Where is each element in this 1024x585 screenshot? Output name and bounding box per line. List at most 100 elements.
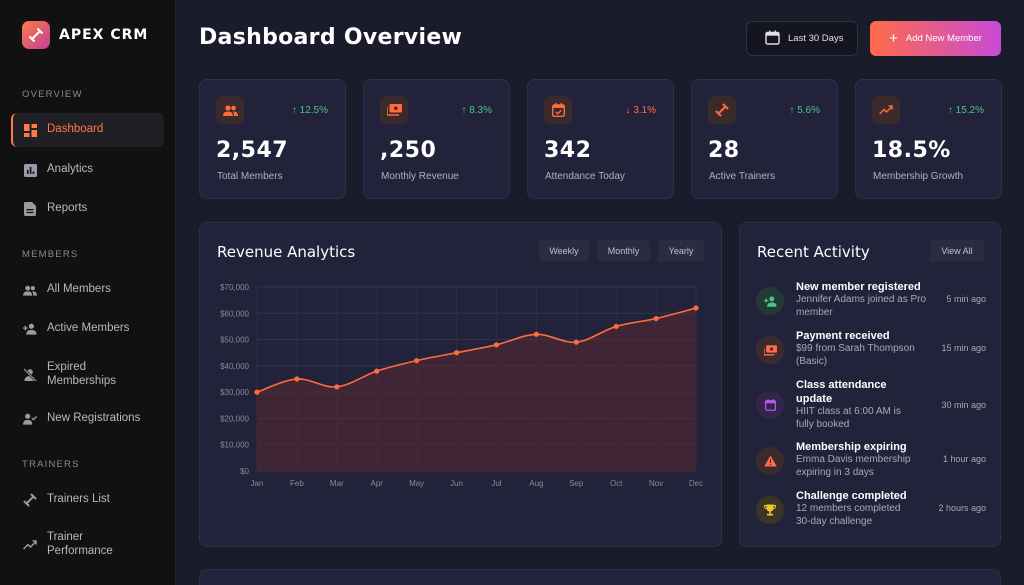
person-add-icon bbox=[23, 322, 37, 336]
x-tick-label: Mar bbox=[330, 479, 344, 488]
revenue-point bbox=[453, 350, 460, 356]
x-tick-label: Feb bbox=[290, 479, 304, 488]
add-member-button[interactable]: + Add New Member bbox=[870, 21, 1001, 56]
sidebar-item-label: All Members bbox=[47, 283, 111, 296]
stat-trend: ↑ 12.5% bbox=[292, 105, 328, 116]
revenue-point bbox=[374, 368, 380, 374]
sidebar-item-label: Dashboard bbox=[47, 123, 104, 136]
sidebar-item-label: Reports bbox=[47, 202, 88, 215]
activity-item[interactable]: Challenge completed 12 members completed… bbox=[756, 490, 986, 534]
stat-card-active-trainers[interactable]: ↑ 5.6% 28 Active Trainers bbox=[691, 79, 838, 199]
sidebar-item-trainer-performance[interactable]: Trainer Performance bbox=[11, 527, 164, 563]
sidebar-item-new-registrations[interactable]: New Registrations bbox=[11, 402, 164, 436]
dumbbell-icon bbox=[708, 96, 736, 124]
x-tick-label: Oct bbox=[610, 479, 623, 488]
activity-desc: Jennifer Adams joined as Pro member bbox=[796, 294, 927, 318]
sidebar-item-all-members[interactable]: All Members bbox=[11, 273, 164, 307]
sidebar-item-dashboard[interactable]: Dashboard bbox=[11, 113, 164, 147]
x-tick-label: Jul bbox=[491, 479, 501, 488]
payments-icon bbox=[756, 336, 784, 364]
arrow-up-icon: ↑ bbox=[947, 105, 953, 116]
sidebar: APEX CRM OVERVIEW Dashboard Analytics Re… bbox=[0, 0, 176, 585]
x-tick-label: Apr bbox=[371, 479, 384, 488]
activity-item[interactable]: Class attendance update HIIT class at 6:… bbox=[756, 379, 986, 433]
sidebar-item-active-members[interactable]: Active Members bbox=[11, 312, 164, 346]
stat-trend: ↑ 8.3% bbox=[461, 105, 492, 116]
sidebar-item-label: Trainer Performance bbox=[47, 531, 113, 557]
stat-value: 2,547 bbox=[216, 138, 289, 163]
recent-activity-panel: Recent Activity View All New member regi… bbox=[739, 222, 1001, 547]
x-tick-label: May bbox=[409, 479, 424, 488]
date-range-button[interactable]: Last 30 Days bbox=[746, 21, 858, 56]
revenue-point bbox=[693, 305, 699, 311]
brand-name: APEX CRM bbox=[59, 27, 149, 43]
stat-trend: ↓ 3.1% bbox=[625, 105, 656, 116]
stat-trend-value: 15.2% bbox=[955, 105, 984, 116]
trophy-icon bbox=[756, 496, 784, 524]
filter-monthly-button[interactable]: Monthly bbox=[597, 240, 650, 262]
sidebar-item-label: Analytics bbox=[47, 163, 94, 176]
stat-label: Monthly Revenue bbox=[381, 171, 459, 182]
sidebar-item-reports[interactable]: Reports bbox=[11, 192, 164, 226]
filter-weekly-button[interactable]: Weekly bbox=[539, 240, 589, 262]
activity-desc: 12 members completed 30-day challenge bbox=[796, 503, 901, 527]
y-tick-label: $40,000 bbox=[220, 362, 249, 371]
activity-desc: HIIT class at 6:00 AM is fully booked bbox=[796, 406, 901, 430]
sidebar-item-expired-memberships[interactable]: Expired Memberships bbox=[11, 357, 164, 393]
person-add-icon bbox=[756, 287, 784, 315]
activity-item[interactable]: New member registered Jennifer Adams joi… bbox=[756, 281, 986, 325]
dumbbell-icon bbox=[23, 493, 37, 507]
y-tick-label: $50,000 bbox=[220, 336, 249, 345]
arrow-down-icon: ↓ bbox=[625, 105, 631, 116]
person-check-icon bbox=[23, 412, 37, 426]
stat-trend: ↑ 15.2% bbox=[948, 105, 984, 116]
sidebar-item-label: Active Members bbox=[47, 322, 130, 335]
filter-yearly-button[interactable]: Yearly bbox=[658, 240, 704, 262]
y-tick-label: $20,000 bbox=[220, 414, 249, 423]
stat-label: Membership Growth bbox=[873, 171, 964, 182]
activity-item[interactable]: Membership expiring Emma Davis membershi… bbox=[756, 441, 986, 485]
x-tick-label: Nov bbox=[649, 479, 663, 488]
activity-time: 30 min ago bbox=[941, 400, 986, 410]
nav-section-members: MEMBERS bbox=[22, 249, 79, 260]
activity-title: Membership expiring bbox=[796, 441, 907, 453]
revenue-point bbox=[414, 358, 420, 364]
sidebar-item-analytics[interactable]: Analytics bbox=[11, 153, 164, 187]
activity-item[interactable]: Payment received $99 from Sarah Thompson… bbox=[756, 330, 986, 375]
revenue-point bbox=[653, 315, 659, 322]
brand[interactable]: APEX CRM bbox=[22, 21, 148, 49]
people-icon bbox=[216, 96, 244, 124]
activity-time: 5 min ago bbox=[946, 294, 986, 304]
bottom-panel bbox=[199, 569, 1001, 585]
activity-time: 1 hour ago bbox=[942, 454, 986, 464]
x-tick-label: Aug bbox=[529, 479, 543, 488]
sidebar-item-label: Expired Memberships bbox=[47, 361, 117, 387]
arrow-up-icon: ↑ bbox=[291, 105, 297, 116]
stat-card-attendance-today[interactable]: ↓ 3.1% 342 Attendance Today bbox=[527, 79, 674, 199]
y-tick-label: $30,000 bbox=[220, 388, 249, 397]
revenue-point bbox=[613, 323, 619, 330]
revenue-title: Revenue Analytics bbox=[217, 243, 356, 261]
revenue-point bbox=[573, 339, 579, 345]
activity-title: Challenge completed bbox=[796, 490, 907, 502]
activity-title: Recent Activity bbox=[757, 243, 870, 261]
calendar-icon bbox=[765, 30, 780, 48]
sidebar-item-trainers-list[interactable]: Trainers List bbox=[11, 483, 164, 517]
nav-section-trainers: TRAINERS bbox=[22, 459, 80, 470]
warning-icon bbox=[756, 447, 784, 475]
stat-value: 18.5% bbox=[872, 138, 951, 163]
reports-icon bbox=[23, 202, 37, 216]
x-tick-label: Dec bbox=[689, 479, 703, 488]
view-all-button[interactable]: View All bbox=[930, 240, 984, 262]
trending-up-icon bbox=[872, 96, 900, 124]
y-tick-label: $60,000 bbox=[220, 309, 249, 318]
nav-section-overview: OVERVIEW bbox=[22, 89, 83, 100]
trending-up-icon bbox=[23, 538, 37, 552]
stat-card-monthly-revenue[interactable]: ↑ 8.3% ,250 Monthly Revenue bbox=[363, 79, 510, 199]
stat-card-total-members[interactable]: ↑ 12.5% 2,547 Total Members bbox=[199, 79, 346, 199]
stat-card-membership-growth[interactable]: ↑ 15.2% 18.5% Membership Growth bbox=[855, 79, 1002, 199]
activity-title: Class attendance update bbox=[796, 379, 887, 405]
revenue-chart[interactable]: $0 $10,000 $20,000 $30,000 $40,000 $50,000 $60… bbox=[200, 223, 723, 548]
y-tick-label: $70,000 bbox=[220, 283, 249, 292]
revenue-point bbox=[254, 389, 260, 395]
